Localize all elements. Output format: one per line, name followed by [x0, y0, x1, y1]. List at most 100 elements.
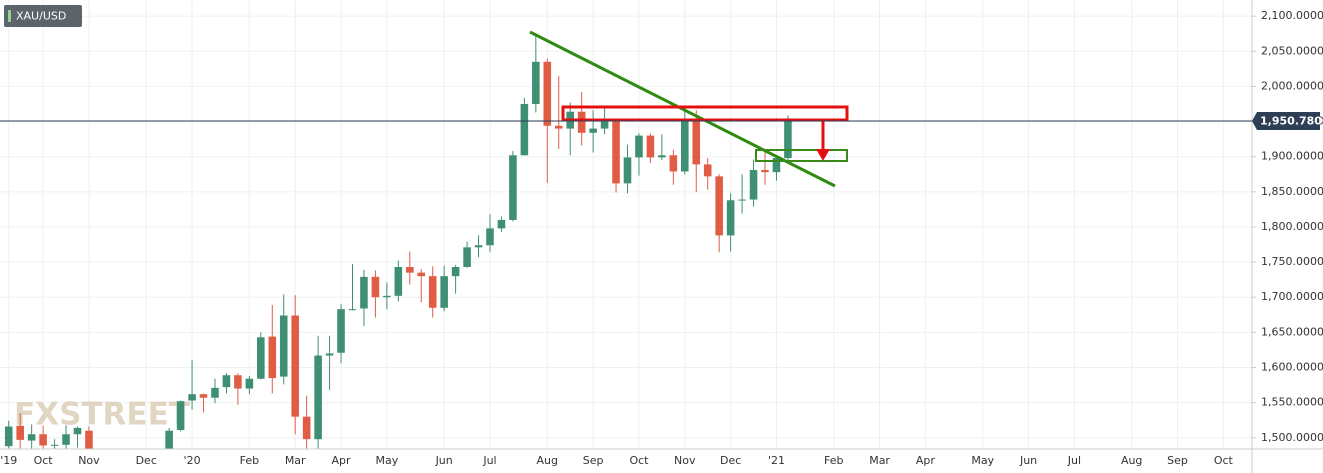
x-tick-label: Dec — [720, 454, 741, 467]
x-tick-label: Jul — [482, 454, 496, 467]
candle-body — [417, 272, 426, 277]
x-tick-label: Apr — [332, 454, 352, 467]
x-tick-label: Apr — [916, 454, 936, 467]
arrow-head — [816, 149, 830, 161]
candle-body — [62, 434, 70, 445]
x-tick-label: Dec — [136, 454, 157, 467]
y-tick-label: 1,700.0000 — [1261, 290, 1323, 303]
candle-body — [509, 155, 517, 220]
candle-body — [211, 387, 219, 398]
candle-body — [165, 430, 173, 449]
last-price-marker — [1252, 112, 1320, 131]
candle-body — [406, 267, 414, 273]
support-zone — [755, 149, 848, 162]
candle-body — [27, 434, 36, 441]
resistance-zone — [561, 105, 849, 122]
candle-body — [738, 199, 746, 201]
candle-body — [497, 219, 506, 229]
candle-body — [279, 315, 288, 377]
candle-body — [532, 61, 540, 104]
x-tick-label: Jun — [435, 454, 453, 467]
candle-body — [16, 425, 24, 440]
candle-body — [39, 434, 47, 446]
candle-body — [302, 416, 311, 440]
candle-body — [554, 125, 563, 129]
candle-body — [623, 157, 632, 184]
candle-body — [50, 444, 59, 446]
x-tick-label: Sep — [1167, 454, 1188, 467]
candle-body — [4, 426, 13, 447]
x-tick-label: Oct — [1214, 454, 1234, 467]
candle-body — [360, 276, 368, 309]
candle-body — [520, 103, 529, 156]
candle-body — [589, 128, 597, 133]
candle-body — [749, 170, 758, 200]
symbol-title: XAU/USD — [16, 10, 66, 23]
candle-body — [85, 430, 93, 449]
candle-body — [772, 158, 781, 173]
x-tick-label: Aug — [1121, 454, 1142, 467]
candle-body — [325, 353, 334, 356]
candle-body — [428, 276, 437, 308]
candle-body — [474, 245, 483, 248]
candle-body — [222, 375, 231, 388]
x-tick-label: Feb — [824, 454, 843, 467]
candle-body — [348, 309, 357, 311]
y-tick-label: 1,850.0000 — [1261, 185, 1323, 198]
y-tick-label: 1,650.0000 — [1261, 325, 1323, 338]
x-tick-label: Feb — [240, 454, 259, 467]
candle-body — [371, 276, 380, 298]
candle-body — [726, 200, 735, 236]
y-tick-label: 2,050.0000 — [1261, 44, 1323, 57]
candle-body — [245, 378, 254, 389]
candle-body — [291, 315, 299, 417]
candle-body — [451, 267, 460, 277]
y-tick-label: 1,500.0000 — [1261, 431, 1323, 444]
candle-body — [394, 267, 403, 296]
candle-body — [635, 135, 643, 158]
y-tick-label: 1,900.0000 — [1261, 150, 1323, 163]
candle-body — [543, 61, 552, 126]
symbol-icon — [8, 10, 11, 22]
axes: 1,500.0000 1,550.0000 1,600.0000 1,650.0000… — [0, 9, 1323, 467]
candle-body — [199, 394, 208, 398]
candle-body — [188, 394, 196, 401]
candle-body — [268, 336, 277, 379]
y-tick-label: 1,600.0000 — [1261, 360, 1323, 373]
y-tick-label: 1,550.0000 — [1261, 396, 1323, 409]
x-tick-label: '21 — [768, 454, 785, 467]
x-tick-label: Jun — [1019, 454, 1037, 467]
y-tick-label: 1,800.0000 — [1261, 220, 1323, 233]
candle-body — [234, 375, 242, 389]
x-tick-label: Oct — [629, 454, 649, 467]
candle-body — [383, 295, 391, 298]
candle-body — [486, 228, 494, 246]
last-price-label: 1,950.7800 — [1260, 115, 1323, 128]
y-tick-label: 2,100.0000 — [1261, 9, 1323, 22]
candle-body — [658, 155, 666, 158]
x-tick-label: '20 — [184, 454, 201, 467]
watermark: FXSTREET — [14, 397, 190, 433]
x-tick-label: Mar — [285, 454, 306, 467]
x-tick-label: Mar — [869, 454, 890, 467]
x-tick-label: '19 — [0, 454, 17, 467]
candle-body — [692, 120, 701, 165]
candle-body — [314, 355, 322, 440]
candle-body — [440, 276, 448, 308]
candle-body — [176, 401, 185, 431]
candle-body — [784, 121, 792, 159]
candle-body — [669, 155, 678, 172]
x-tick-label: Jul — [1067, 454, 1081, 467]
candles — [4, 33, 792, 449]
candle-body — [612, 121, 620, 184]
x-tick-label: May — [971, 454, 994, 467]
y-tick-label: 2,000.0000 — [1261, 79, 1323, 92]
candle-body — [681, 120, 689, 172]
candle-body — [73, 427, 82, 435]
candle-body — [703, 164, 712, 177]
candle-body — [463, 247, 471, 268]
candle-body — [577, 111, 586, 133]
candle-body — [257, 337, 265, 379]
